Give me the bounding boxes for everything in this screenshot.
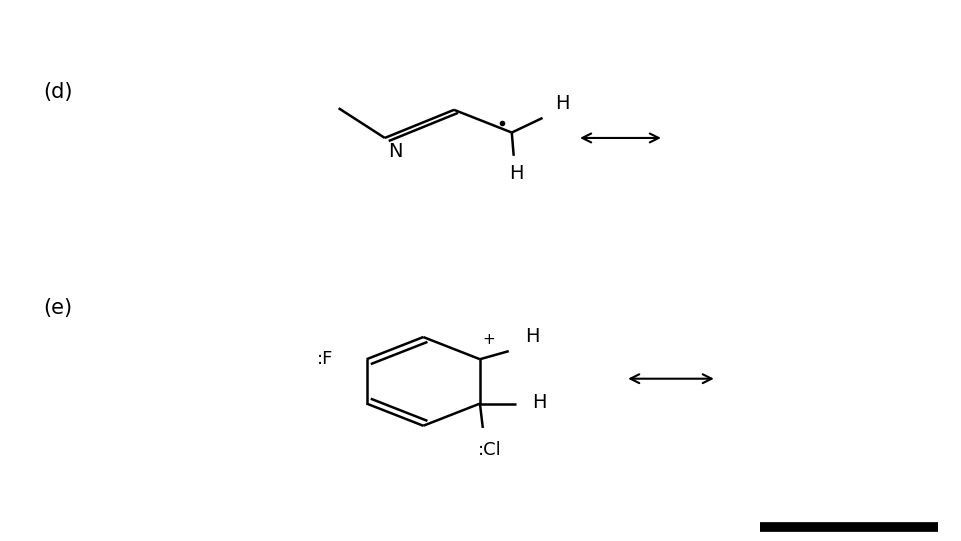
Text: N: N (387, 142, 402, 161)
Text: (e): (e) (43, 299, 72, 318)
Text: H: H (531, 393, 546, 412)
Text: (d): (d) (43, 82, 73, 102)
Text: H: H (554, 94, 569, 113)
Text: +: + (482, 332, 495, 347)
Text: :Cl: :Cl (478, 441, 502, 459)
Text: H: H (525, 327, 539, 346)
Text: H: H (508, 164, 524, 183)
Text: :F: :F (316, 350, 333, 368)
